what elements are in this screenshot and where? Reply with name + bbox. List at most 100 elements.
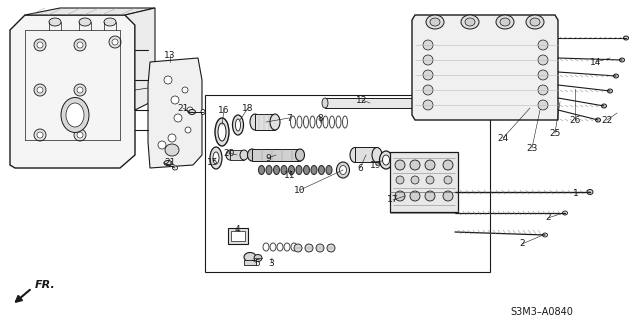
Ellipse shape (465, 18, 475, 26)
Ellipse shape (273, 165, 280, 174)
Ellipse shape (250, 114, 260, 130)
Text: 3: 3 (268, 259, 274, 268)
Text: 25: 25 (549, 129, 561, 138)
Ellipse shape (350, 148, 360, 163)
Ellipse shape (281, 165, 287, 174)
Ellipse shape (601, 104, 606, 108)
Ellipse shape (233, 115, 243, 135)
Text: 20: 20 (224, 148, 234, 157)
Bar (325, 98, 445, 108)
Text: 9: 9 (265, 154, 271, 163)
Bar (252, 149, 300, 161)
Ellipse shape (316, 244, 324, 252)
Ellipse shape (210, 147, 222, 169)
Circle shape (37, 132, 43, 138)
Polygon shape (10, 15, 135, 168)
Ellipse shape (296, 149, 304, 161)
Circle shape (538, 85, 548, 95)
Text: 22: 22 (601, 116, 613, 124)
Text: 13: 13 (164, 51, 176, 60)
Ellipse shape (442, 98, 448, 108)
Text: 6: 6 (357, 164, 363, 172)
Bar (230, 150, 244, 160)
Ellipse shape (104, 18, 116, 26)
Ellipse shape (322, 98, 328, 108)
Ellipse shape (500, 18, 510, 26)
Circle shape (410, 191, 420, 201)
Ellipse shape (620, 58, 624, 62)
Ellipse shape (311, 165, 317, 174)
Ellipse shape (327, 244, 335, 252)
Text: 11: 11 (284, 171, 296, 180)
Ellipse shape (201, 109, 205, 115)
Text: FR.: FR. (35, 280, 56, 290)
Ellipse shape (289, 165, 294, 174)
Circle shape (74, 129, 86, 141)
Ellipse shape (259, 165, 264, 174)
Circle shape (77, 42, 83, 48)
Text: 23: 23 (526, 143, 538, 153)
Ellipse shape (165, 144, 179, 156)
Ellipse shape (266, 165, 272, 174)
Circle shape (395, 191, 405, 201)
Ellipse shape (213, 152, 219, 164)
Ellipse shape (226, 150, 234, 160)
Circle shape (174, 114, 182, 122)
Circle shape (425, 191, 435, 201)
Ellipse shape (49, 18, 61, 26)
Polygon shape (148, 58, 202, 168)
Ellipse shape (244, 252, 256, 261)
Text: 2: 2 (519, 239, 525, 249)
Circle shape (37, 87, 43, 93)
Circle shape (395, 160, 405, 170)
Ellipse shape (426, 15, 444, 29)
Text: 17: 17 (387, 196, 399, 204)
Bar (205, 95, 490, 272)
Ellipse shape (294, 244, 302, 252)
Ellipse shape (326, 165, 332, 174)
Ellipse shape (236, 119, 241, 131)
Polygon shape (25, 8, 155, 15)
Circle shape (187, 107, 193, 113)
Ellipse shape (526, 15, 544, 29)
Circle shape (34, 84, 46, 96)
Text: 21: 21 (164, 157, 176, 166)
Text: 21: 21 (177, 103, 189, 113)
Circle shape (112, 39, 118, 45)
Circle shape (538, 40, 548, 50)
Ellipse shape (496, 15, 514, 29)
Bar (355, 147, 377, 162)
Text: 8: 8 (317, 114, 323, 123)
Circle shape (538, 70, 548, 80)
Circle shape (182, 87, 188, 93)
Circle shape (396, 176, 404, 184)
Ellipse shape (608, 89, 613, 93)
Bar (231, 231, 245, 241)
Circle shape (411, 176, 419, 184)
Ellipse shape (530, 18, 540, 26)
Circle shape (443, 191, 453, 201)
Bar (255, 114, 275, 130)
Circle shape (425, 160, 435, 170)
Ellipse shape (336, 162, 350, 178)
Circle shape (538, 100, 548, 110)
Polygon shape (125, 8, 155, 110)
Circle shape (444, 176, 452, 184)
Circle shape (538, 55, 548, 65)
Circle shape (158, 141, 166, 149)
Text: 16: 16 (218, 106, 230, 115)
Ellipse shape (61, 98, 89, 132)
Text: 15: 15 (207, 157, 218, 166)
Ellipse shape (340, 165, 347, 174)
Ellipse shape (248, 149, 257, 161)
Ellipse shape (318, 165, 324, 174)
Circle shape (77, 87, 83, 93)
Ellipse shape (382, 155, 389, 165)
Ellipse shape (164, 161, 172, 165)
Ellipse shape (189, 109, 196, 115)
Bar (244, 260, 256, 265)
Ellipse shape (254, 254, 262, 261)
Ellipse shape (624, 36, 629, 40)
Ellipse shape (380, 151, 392, 169)
Text: 26: 26 (569, 116, 581, 124)
